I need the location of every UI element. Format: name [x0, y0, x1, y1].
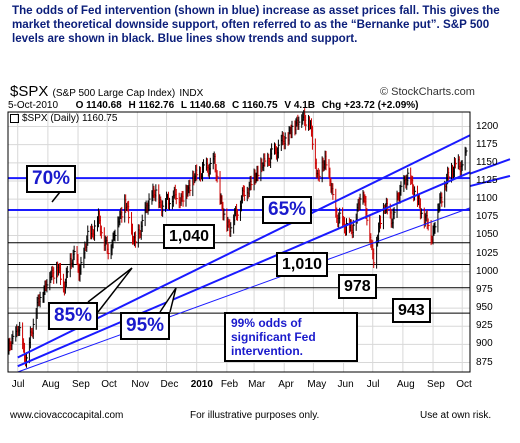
callout-pointer-95	[159, 287, 177, 313]
quote-change: Chg +23.72 (+2.09%)	[321, 100, 419, 111]
label-978: 978	[338, 274, 377, 299]
symbol-description: (S&P 500 Large Cap Index)	[52, 88, 176, 99]
trend-line-lower	[17, 207, 471, 373]
risk-note: Use at own risk.	[420, 410, 492, 421]
label-943: 943	[392, 298, 431, 323]
legend-label: $SPX (Daily) 1160.75	[22, 113, 118, 124]
series-legend: $SPX (Daily) 1160.75	[10, 113, 117, 124]
x-tick-label: Feb	[220, 379, 239, 390]
quote-line: 5-Oct-2010 O 1140.68 H 1162.76 L 1140.68…	[8, 100, 516, 111]
intro-text: The odds of Fed intervention (shown in b…	[12, 4, 500, 45]
label-85-percent: 85%	[48, 302, 99, 330]
x-tick-label: 2010	[190, 379, 213, 390]
y-tick-label: 1050	[476, 229, 499, 241]
y-tick-label: 875	[476, 356, 493, 368]
x-tick-label: Oct	[101, 379, 117, 390]
x-tick-label: Sep	[72, 379, 90, 390]
callout-pointer-85	[87, 267, 133, 313]
x-tick-label: Jul	[366, 379, 380, 390]
y-tick-label: 900	[476, 338, 493, 350]
y-tick-label: 1175	[476, 138, 498, 150]
quote-low: L 1140.68	[180, 100, 226, 111]
y-tick-label: 1125	[476, 174, 498, 186]
quote-open: O 1140.68	[75, 100, 122, 111]
x-tick-label: Mar	[248, 379, 266, 390]
x-tick-label: Aug	[41, 379, 60, 390]
illustrative-note: For illustrative purposes only.	[190, 410, 320, 421]
price-bars	[8, 108, 468, 368]
trend-line-middle	[17, 171, 471, 368]
label-95-percent: 95%	[120, 312, 171, 340]
label-1010: 1,010	[276, 252, 329, 277]
y-tick-label: 1200	[476, 120, 499, 132]
trend-line-extension-upper	[469, 158, 511, 175]
x-tick-label: Sep	[427, 379, 445, 390]
x-tick-label: Nov	[131, 379, 150, 390]
label-1040: 1,040	[163, 224, 216, 249]
label-99-percent-note: 99% odds of significant Fed intervention…	[224, 312, 358, 362]
y-tick-label: 925	[476, 320, 493, 332]
x-tick-label: Aug	[396, 379, 415, 390]
label-65-percent: 65%	[262, 196, 313, 225]
y-tick-label: 1075	[476, 211, 499, 223]
x-tick-label: Jul	[11, 379, 25, 390]
y-tick-label: 1150	[476, 156, 498, 168]
y-tick-label: 1025	[476, 247, 499, 259]
y-tick-label: 950	[476, 302, 493, 314]
quote-high: H 1162.76	[128, 100, 175, 111]
y-tick-label: 1000	[476, 265, 499, 277]
label-70-percent: 70%	[26, 165, 77, 194]
quote-volume: V 4.1B	[284, 100, 315, 111]
y-tick-label: 975	[476, 283, 493, 295]
x-tick-label: Dec	[160, 379, 179, 390]
website: www.ciovaccocapital.com	[10, 410, 124, 421]
quote-close: C 1160.75	[232, 100, 278, 111]
x-tick-label: May	[307, 379, 327, 390]
chart-symbol: $SPX (S&P 500 Large Cap Index) INDX	[10, 83, 203, 100]
callout-pointer-70	[51, 191, 61, 203]
trend-line-extension-middle	[469, 174, 511, 188]
legend-swatch	[10, 113, 19, 123]
callouts	[51, 191, 177, 313]
plot-frame	[7, 111, 471, 373]
stockcharts-logo: © StockCharts.com	[380, 86, 475, 98]
x-tick-label: Jun	[337, 379, 354, 390]
quote-date: 5-Oct-2010	[8, 100, 59, 111]
symbol: $SPX	[10, 83, 49, 100]
x-tick-label: Oct	[456, 379, 472, 390]
y-tick-label: 1100	[476, 193, 498, 205]
x-tick-label: Apr	[278, 379, 294, 390]
exchange: INDX	[179, 88, 204, 99]
